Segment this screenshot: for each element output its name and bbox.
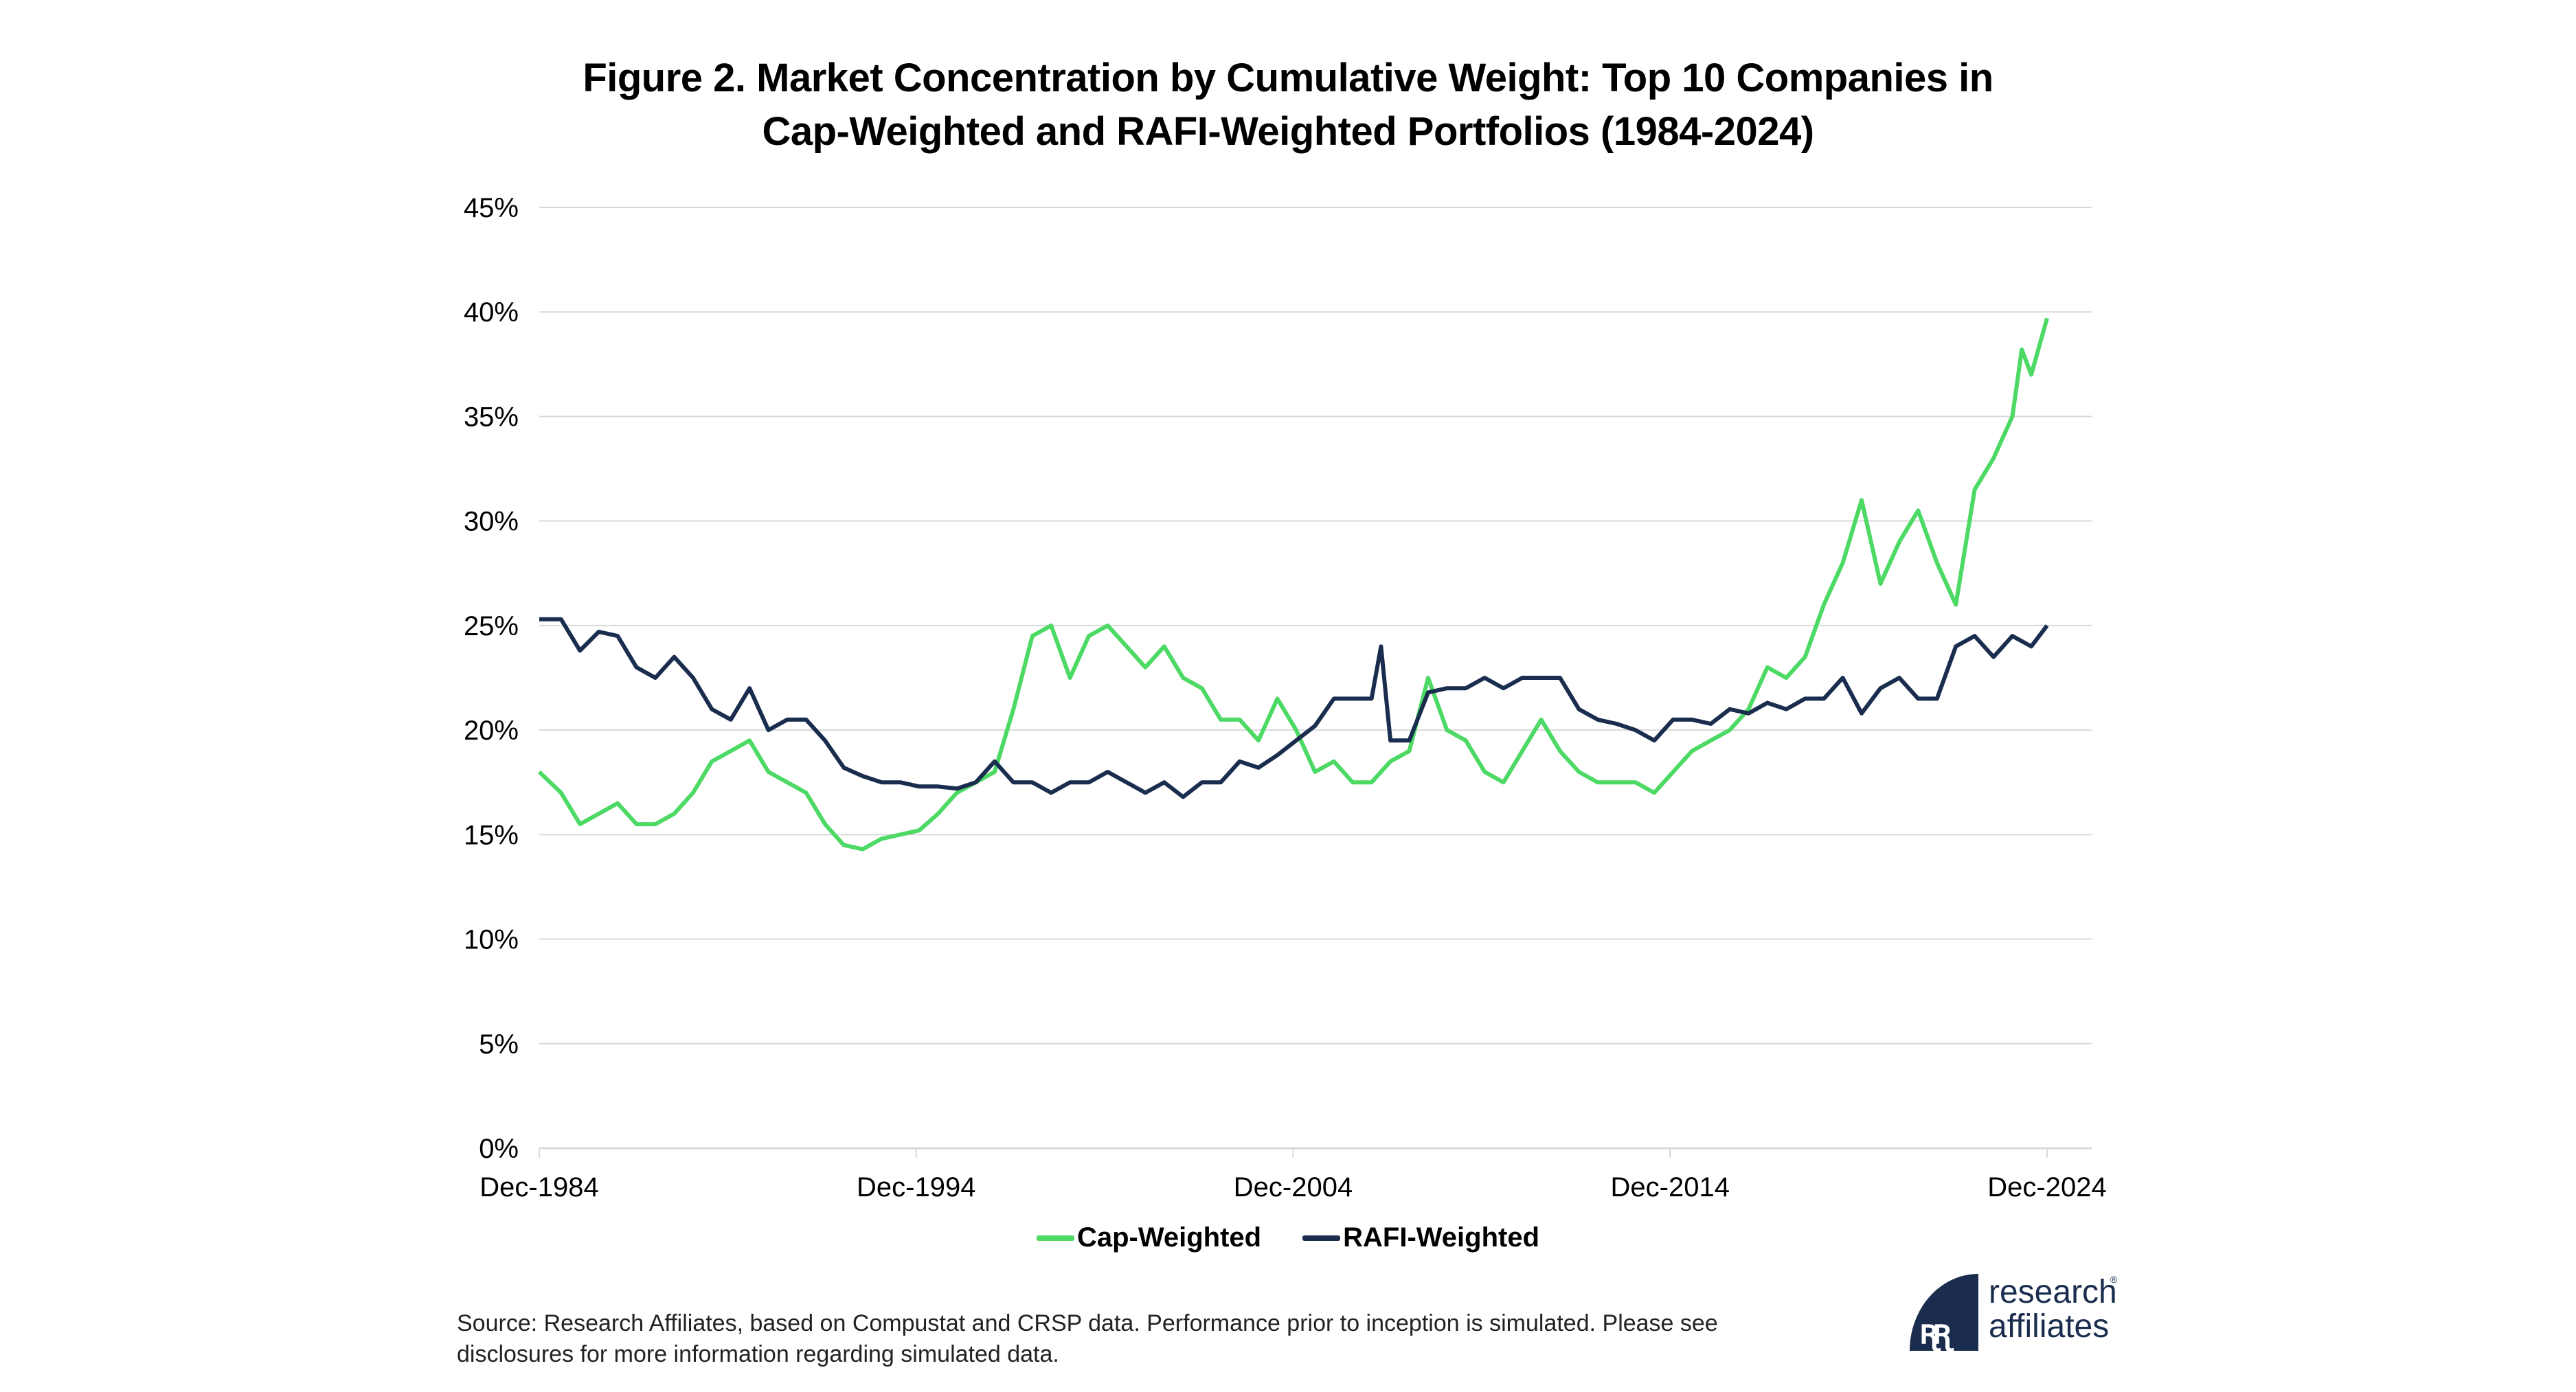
- chart-title-line-1: Figure 2. Market Concentration by Cumula…: [583, 56, 1993, 100]
- x-tick-label: Dec-2024: [1987, 1172, 2106, 1202]
- y-tick-label: 40%: [464, 297, 519, 328]
- logo-text-line-2: affiliates: [1989, 1308, 2110, 1345]
- series-lines: [537, 317, 2049, 852]
- y-tick-label: 20%: [464, 716, 519, 746]
- logo-text-line-1: research: [1989, 1274, 2117, 1310]
- y-tick-label: 45%: [464, 193, 519, 223]
- y-tick-label: 30%: [464, 507, 519, 537]
- logo-glyph: ꭆꭆ: [1919, 1312, 1952, 1351]
- research-affiliates-logo: ꭆꭆ research affiliates ®: [1910, 1274, 2157, 1353]
- y-axis-ticks: 0% 5% 10% 15% 20% 25% 30% 35% 40% 45%: [464, 193, 519, 1164]
- y-tick-label: 10%: [464, 925, 519, 955]
- legend: Cap-Weighted RAFI-Weighted: [0, 1222, 2576, 1253]
- y-tick-label: 5%: [479, 1029, 519, 1060]
- legend-label-cap-weighted: Cap-Weighted: [1076, 1222, 1262, 1253]
- legend-swatch-rafi-weighted: [1302, 1235, 1341, 1241]
- series-line-rafi-weighted: [539, 617, 2049, 799]
- source-note: Source: Research Affiliates, based on Co…: [457, 1308, 1762, 1370]
- logo-wordmark: research affiliates: [1989, 1275, 2117, 1344]
- series-line-cap-weighted: [537, 317, 2049, 852]
- registered-mark: ®: [2110, 1274, 2118, 1285]
- y-tick-label: 35%: [464, 402, 519, 432]
- x-tick-label: Dec-2014: [1611, 1172, 1730, 1202]
- legend-item-rafi-weighted[interactable]: RAFI-Weighted: [1302, 1222, 1539, 1253]
- x-tick-label: Dec-1984: [479, 1172, 598, 1202]
- chart-title-line-2: Cap-Weighted and RAFI-Weighted Portfolio…: [762, 109, 1814, 154]
- x-tick-label: Dec-1994: [857, 1172, 975, 1202]
- legend-item-cap-weighted[interactable]: Cap-Weighted: [1036, 1222, 1262, 1253]
- chart-title: Figure 2. Market Concentration by Cumula…: [0, 52, 2576, 159]
- source-line-2: disclosures for more information regardi…: [457, 1341, 1059, 1367]
- y-tick-label: 0%: [479, 1134, 519, 1164]
- source-line-1: Source: Research Affiliates, based on Co…: [457, 1310, 1718, 1336]
- x-tick-label: Dec-2004: [1234, 1172, 1353, 1202]
- logo-mark-icon: ꭆꭆ: [1910, 1274, 1978, 1351]
- y-tick-label: 25%: [464, 611, 519, 641]
- y-tick-label: 15%: [464, 820, 519, 850]
- legend-swatch-cap-weighted: [1036, 1235, 1074, 1241]
- gridlines: [539, 207, 2092, 1150]
- legend-label-rafi-weighted: RAFI-Weighted: [1343, 1222, 1540, 1253]
- x-axis-ticks: Dec-1984 Dec-1994 Dec-2004 Dec-2014 Dec-2024: [479, 1148, 2107, 1202]
